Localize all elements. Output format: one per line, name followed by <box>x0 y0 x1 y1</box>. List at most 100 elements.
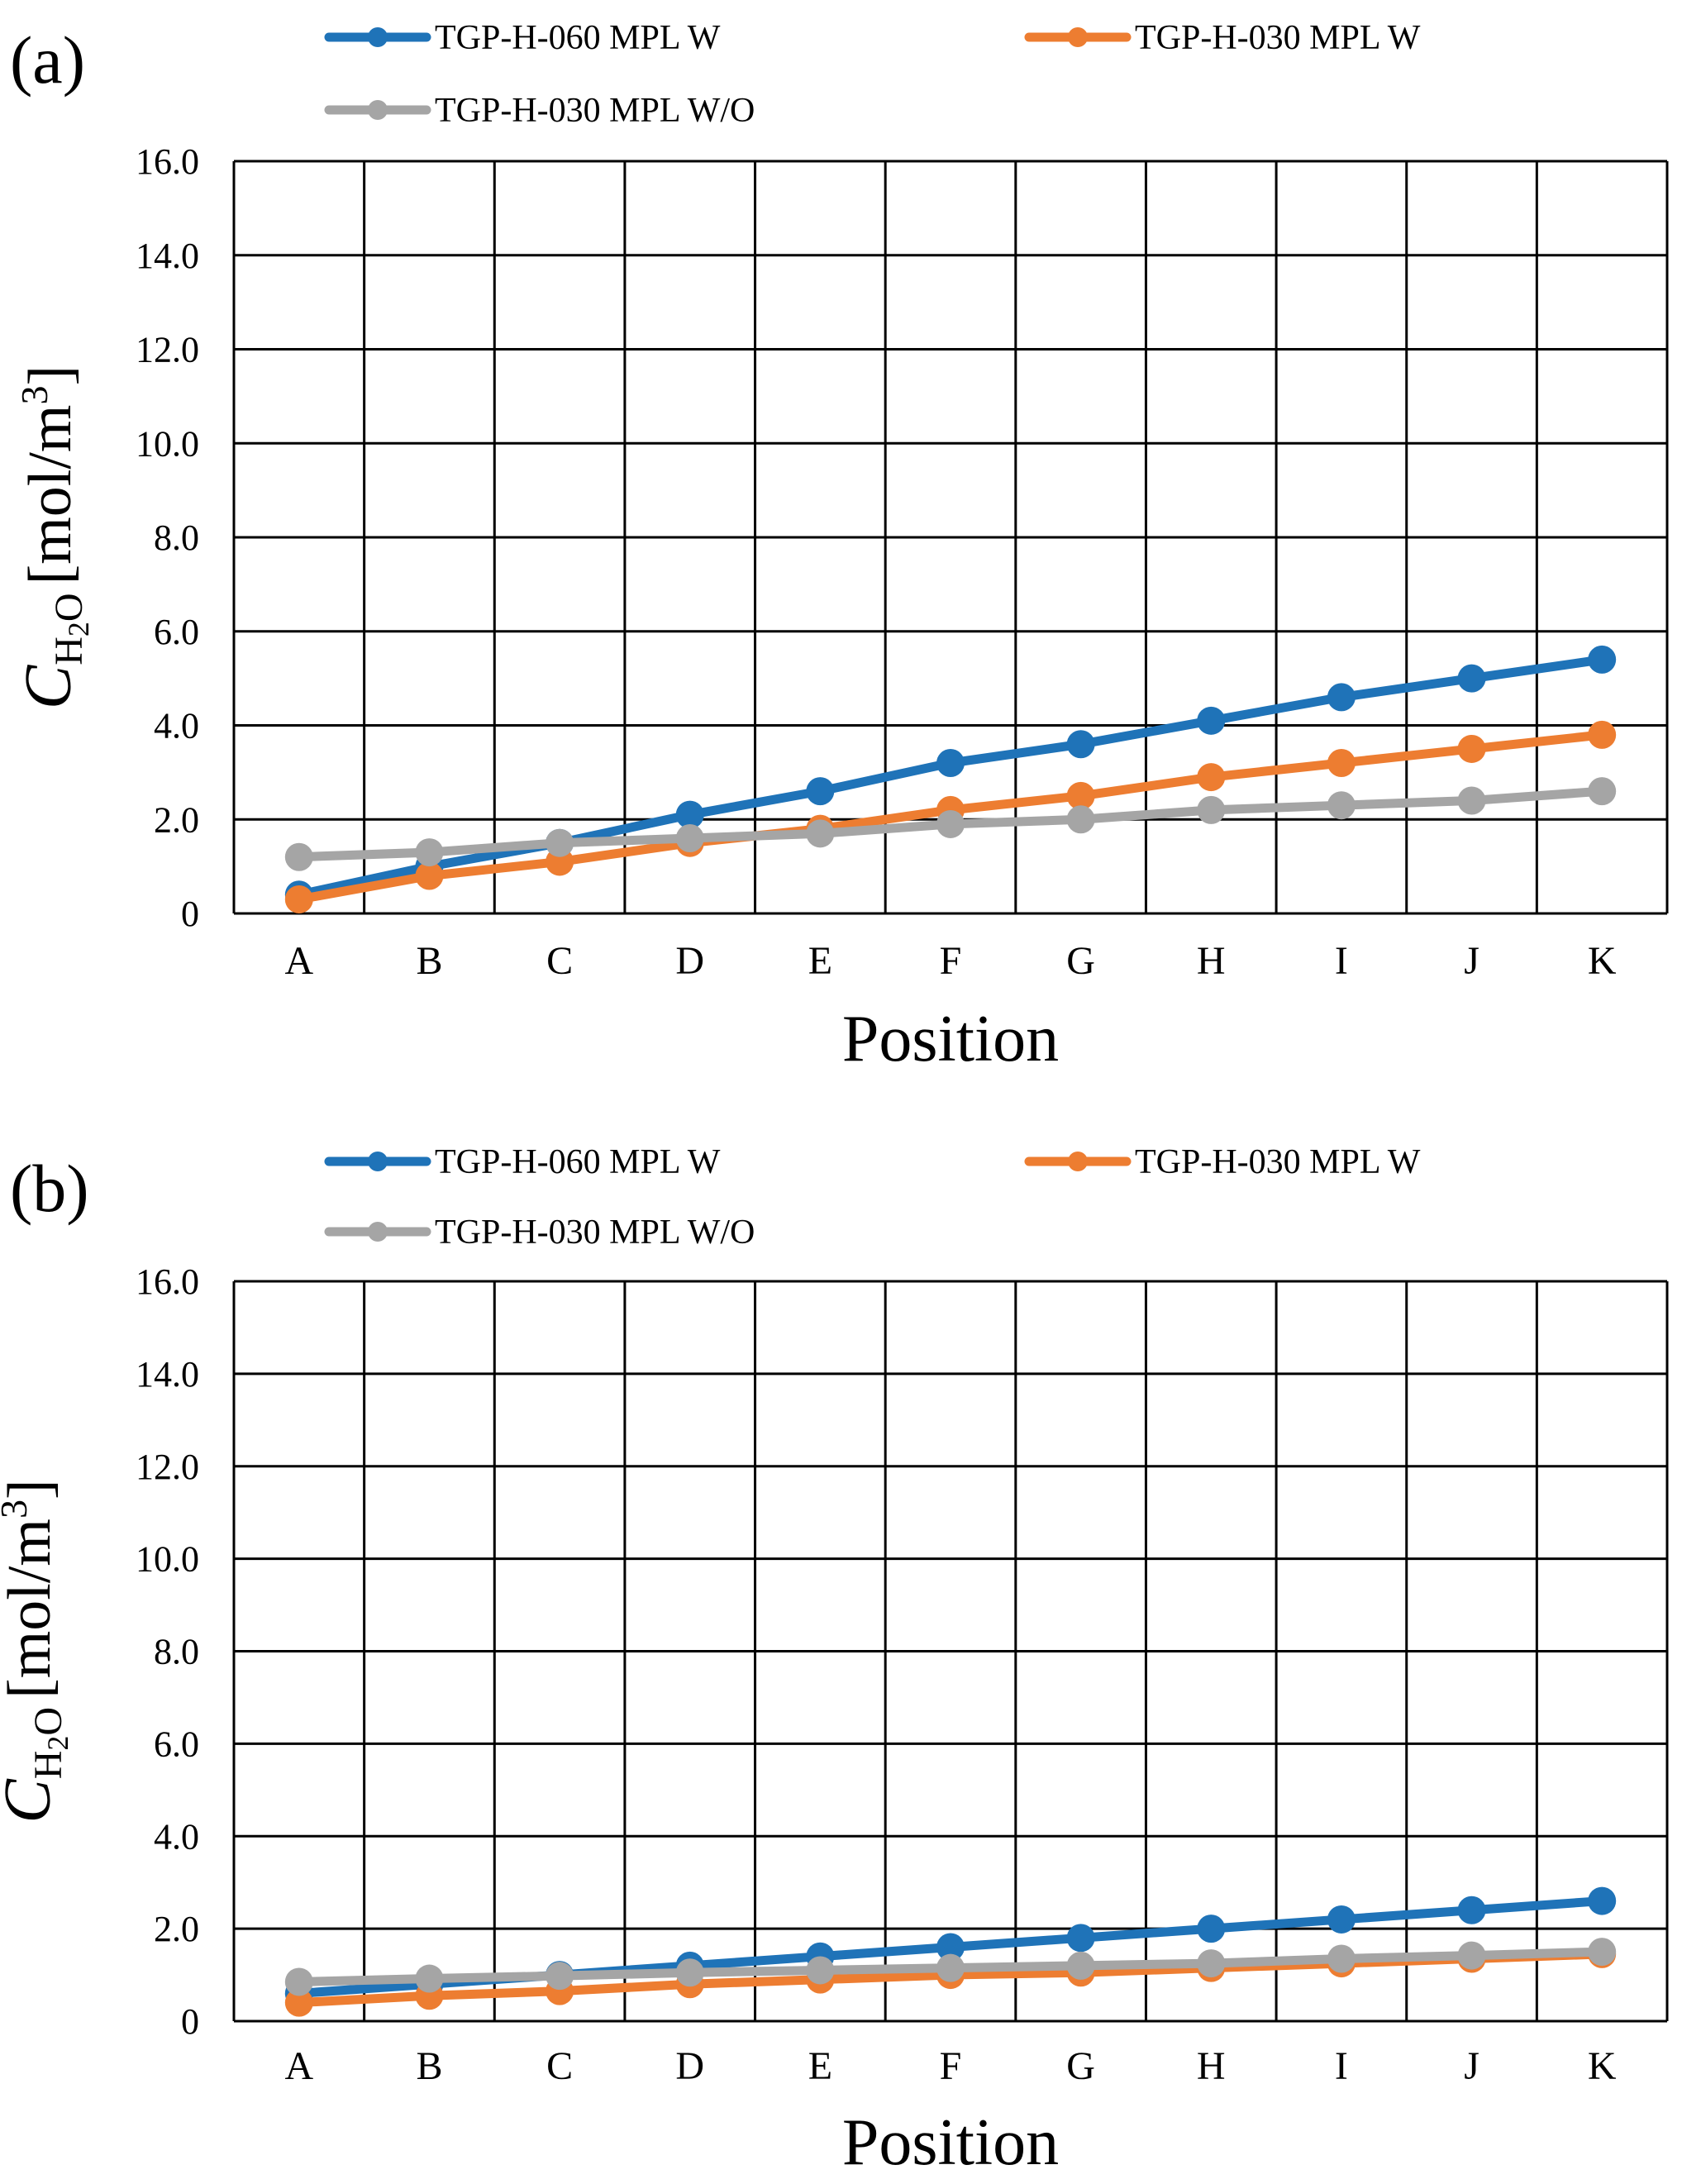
data-point <box>936 809 965 838</box>
y-axis-title-part: ] <box>17 365 84 386</box>
x-tick-label: H <box>1197 939 1226 983</box>
data-point <box>1588 645 1617 674</box>
y-tick-label: 14.0 <box>136 236 199 276</box>
chart-panel-b: (b) TGP-H-060 MPL W TGP-H-030 MPL W TGP-H-0… <box>0 1143 1669 2179</box>
legend-label: TGP-H-060 MPL W <box>435 19 721 57</box>
x-tick-label: C <box>546 2044 573 2088</box>
legend-item-0: TGP-H-060 MPL W <box>324 19 721 57</box>
y-tick-label: 16.0 <box>136 1261 199 1302</box>
data-point <box>1066 1924 1095 1953</box>
y-tick-label: 16.0 <box>136 141 199 182</box>
x-tick-label: A <box>284 2044 313 2088</box>
y-axis-title-part: 3 <box>0 1500 35 1519</box>
chart-panel-a: (a) TGP-H-060 MPL W TGP-H-030 MPL W TGP-H-0… <box>10 19 1669 1075</box>
x-tick-label: H <box>1197 2044 1226 2088</box>
x-axis-title: Position <box>842 2106 1059 2179</box>
data-point <box>1197 795 1226 824</box>
panel-label: (a) <box>10 22 85 98</box>
data-point <box>1457 1896 1486 1924</box>
legend-swatch-marker <box>368 27 388 47</box>
y-axis-title-part: H <box>26 1751 70 1780</box>
gridlines <box>232 1280 1669 2023</box>
y-tick-label: 14.0 <box>136 1354 199 1395</box>
x-tick-label: G <box>1066 939 1095 983</box>
data-point <box>806 1956 835 1985</box>
x-tick-label: E <box>808 939 832 983</box>
x-tick-label: D <box>675 939 704 983</box>
y-tick-label: 6.0 <box>154 1724 199 1764</box>
legend-label: TGP-H-030 MPL W/O <box>435 1214 755 1252</box>
y-axis-title: CH2O [mol/m3] <box>0 1479 74 1823</box>
y-axis-title-part: 2 <box>62 622 95 637</box>
y-axis-title-part: C <box>0 1778 64 1824</box>
y-tick-label: 10.0 <box>136 423 199 464</box>
data-point <box>1066 805 1095 834</box>
y-axis-title: CH2O [mol/m3] <box>12 365 95 709</box>
y-tick-label: 0 <box>181 2001 199 2042</box>
data-point <box>1066 781 1095 810</box>
data-point <box>1457 786 1486 815</box>
y-axis-title-part: C <box>12 664 85 709</box>
y-tick-label: 8.0 <box>154 1632 199 1672</box>
y-axis-title-part: H <box>47 637 91 665</box>
data-point <box>546 828 574 857</box>
data-point <box>1457 664 1486 693</box>
data-point <box>415 861 444 890</box>
data-point <box>1327 791 1356 820</box>
data-point <box>675 1958 704 1987</box>
x-tick-label: E <box>808 2044 832 2088</box>
x-tick-label: A <box>284 939 313 983</box>
y-tick-label: 4.0 <box>154 1816 199 1857</box>
data-point <box>284 1967 313 1996</box>
x-tick-label: K <box>1588 2044 1617 2088</box>
legend-swatch-marker <box>368 100 388 120</box>
data-point <box>806 777 835 806</box>
legend-swatch-marker <box>1068 1152 1088 1171</box>
x-tick-label: I <box>1335 2044 1348 2088</box>
data-point <box>1066 1951 1095 1980</box>
data-point <box>1197 763 1226 792</box>
y-axis-title-part: O <box>26 1707 70 1736</box>
data-point <box>936 1953 965 1982</box>
y-tick-label: 8.0 <box>154 517 199 558</box>
y-axis-title-part: O <box>47 593 91 622</box>
y-axis-title-part: [mol/m <box>17 405 84 585</box>
x-tick-label: J <box>1464 939 1479 983</box>
gridlines <box>232 160 1669 915</box>
legend-label: TGP-H-060 MPL W <box>435 1143 721 1181</box>
data-point <box>546 1962 574 1991</box>
x-tick-label: F <box>940 939 962 983</box>
data-point <box>1197 1915 1226 1943</box>
x-tick-label: J <box>1464 2044 1479 2088</box>
legend-item-2: TGP-H-030 MPL W/O <box>324 92 755 130</box>
legend-item-2: TGP-H-030 MPL W/O <box>324 1214 755 1252</box>
y-tick-label: 2.0 <box>154 799 199 840</box>
legend-label: TGP-H-030 MPL W <box>1135 19 1421 57</box>
y-tick-label: 10.0 <box>136 1539 199 1580</box>
legend-swatch-marker <box>1068 27 1088 47</box>
data-point <box>1457 1941 1486 1970</box>
data-point <box>284 885 313 913</box>
data-point <box>284 1988 313 2017</box>
y-tick-label: 6.0 <box>154 612 199 652</box>
y-tick-label: 4.0 <box>154 706 199 746</box>
legend-label: TGP-H-030 MPL W/O <box>435 92 755 130</box>
data-point <box>1588 1938 1617 1967</box>
series-2 <box>284 1938 1617 1996</box>
y-tick-label: 2.0 <box>154 1909 199 1949</box>
legend-label: TGP-H-030 MPL W <box>1135 1143 1421 1181</box>
x-tick-label: F <box>940 2044 962 2088</box>
panel-label: (b) <box>10 1151 89 1226</box>
x-tick-label: K <box>1588 939 1617 983</box>
x-tick-label: B <box>416 939 442 983</box>
legend-swatch-marker <box>368 1222 388 1242</box>
data-point <box>1457 734 1486 763</box>
x-axis-title: Position <box>842 1003 1059 1075</box>
legend-swatch-marker <box>368 1152 388 1171</box>
data-point <box>1588 720 1617 749</box>
x-tick-label: B <box>416 2044 442 2088</box>
x-tick-label: I <box>1335 939 1348 983</box>
y-tick-label: 12.0 <box>136 330 199 370</box>
data-point <box>936 1933 965 1962</box>
